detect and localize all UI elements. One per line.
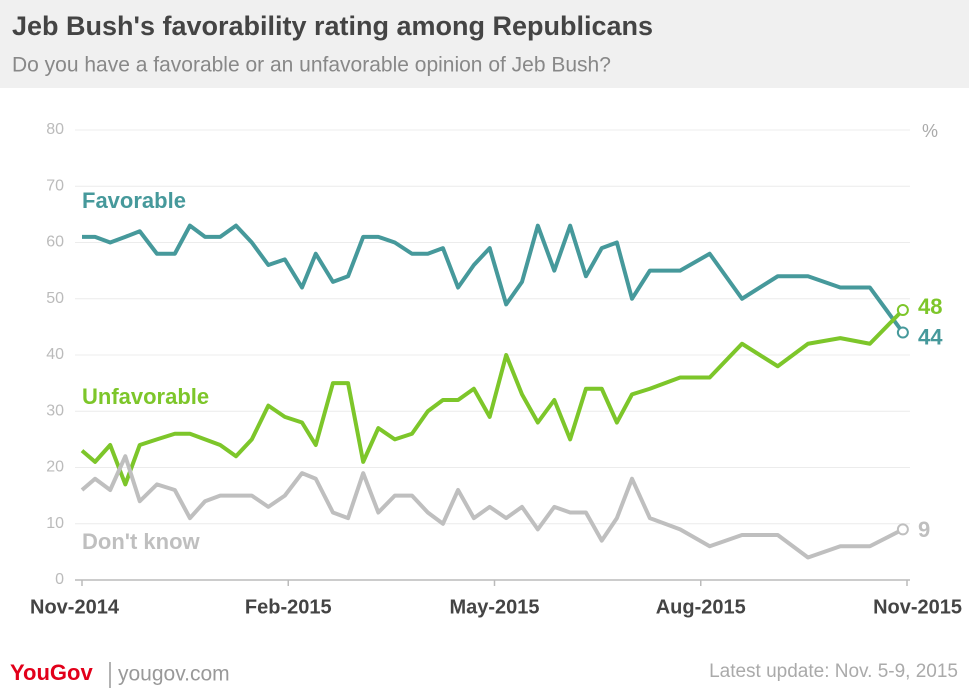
y-unit: %	[922, 121, 938, 141]
logo: YouGov	[10, 660, 93, 685]
series-line	[82, 223, 905, 334]
end-point	[896, 304, 909, 316]
y-tick-label: 0	[55, 571, 64, 588]
series-line	[80, 308, 905, 487]
y-tick-label: 70	[46, 177, 64, 194]
x-tick-label: Aug-2015	[656, 596, 746, 618]
series-label: Unfavorable	[82, 384, 209, 409]
end-label: 44	[918, 324, 943, 349]
end-point	[896, 326, 909, 339]
x-tick-label: Feb-2015	[245, 596, 332, 618]
series-label: Favorable	[82, 188, 186, 213]
y-tick-label: 20	[46, 459, 64, 476]
chart-subtitle: Do you have a favorable or an unfavorabl…	[12, 54, 611, 77]
x-tick-label: Nov-2014	[30, 596, 120, 618]
update-note: Latest update: Nov. 5-9, 2015	[709, 661, 958, 682]
y-tick-label: 30	[46, 402, 64, 419]
y-tick-label: 80	[46, 121, 64, 138]
y-tick-label: 10	[46, 515, 64, 532]
series-line	[80, 454, 904, 560]
y-tick-label: 60	[46, 234, 64, 251]
header-band	[0, 0, 969, 88]
x-tick-label: May-2015	[449, 596, 539, 618]
x-tick-label: Nov-2015	[873, 596, 962, 618]
end-point	[896, 523, 909, 536]
y-tick-label: 40	[46, 346, 64, 363]
y-tick-label: 50	[46, 290, 64, 307]
end-label: 9	[918, 517, 930, 542]
chart-title: Jeb Bush's favorability rating among Rep…	[12, 11, 653, 41]
series-label: Don't know	[82, 529, 201, 554]
end-label: 48	[918, 294, 942, 319]
site: yougov.com	[118, 663, 230, 686]
